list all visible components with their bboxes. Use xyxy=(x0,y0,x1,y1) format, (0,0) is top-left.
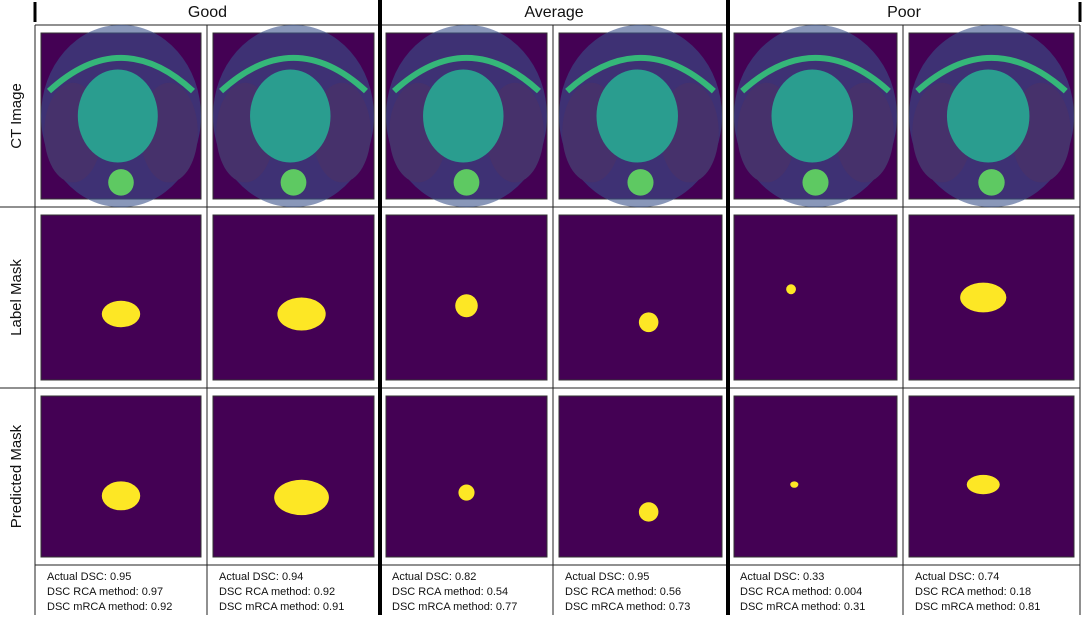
image-background xyxy=(212,214,375,381)
ct-heart xyxy=(423,69,504,163)
ct-spine xyxy=(627,169,654,196)
ct-heart xyxy=(946,69,1030,163)
predicted-mask-blob xyxy=(790,481,799,488)
image-background xyxy=(558,395,723,558)
caption-line: DSC RCA method: 0.54 xyxy=(392,586,508,598)
predicted-mask-blob xyxy=(458,484,475,501)
label-mask-blob xyxy=(638,312,659,333)
caption-line: DSC RCA method: 0.92 xyxy=(219,586,335,598)
image-background xyxy=(558,214,723,381)
ct-heart xyxy=(250,69,331,163)
caption-line: Actual DSC: 0.94 xyxy=(219,571,303,583)
caption-line: Actual DSC: 0.82 xyxy=(392,571,476,583)
ct-ribcage xyxy=(219,54,368,94)
caption-line: DSC mRCA method: 0.73 xyxy=(565,601,690,613)
image-background xyxy=(385,395,548,558)
caption-line: DSC mRCA method: 0.92 xyxy=(47,601,172,613)
ct-ribcage xyxy=(46,54,196,94)
ct-heart xyxy=(596,69,678,163)
caption-line: DSC RCA method: 0.56 xyxy=(565,586,681,598)
ct-heart xyxy=(771,69,853,163)
ct-ribcage xyxy=(392,54,541,94)
ct-ribcage xyxy=(915,54,1068,94)
predicted-mask-blob xyxy=(101,481,141,511)
ct-spine xyxy=(280,169,307,196)
caption-line: DSC mRCA method: 0.81 xyxy=(915,601,1040,613)
image-background xyxy=(733,395,898,558)
caption-line: DSC mRCA method: 0.91 xyxy=(219,601,344,613)
caption-line: DSC mRCA method: 0.77 xyxy=(392,601,517,613)
ct-spine xyxy=(453,169,480,196)
caption-line: Actual DSC: 0.95 xyxy=(47,571,131,583)
label-mask-blob xyxy=(960,282,1007,313)
ct-spine xyxy=(978,169,1005,196)
row-label: CT Image xyxy=(8,83,25,149)
ct-heart xyxy=(77,69,158,163)
label-mask-blob xyxy=(101,300,141,328)
image-background xyxy=(212,395,375,558)
ct-spine xyxy=(108,169,134,196)
ct-spine xyxy=(802,169,829,196)
caption-line: DSC RCA method: 0.18 xyxy=(915,586,1031,598)
predicted-mask-blob xyxy=(274,479,329,516)
row-label: Predicted Mask xyxy=(8,424,25,528)
caption-line: Actual DSC: 0.33 xyxy=(740,571,824,583)
caption-line: Actual DSC: 0.74 xyxy=(915,571,999,583)
caption-line: DSC RCA method: 0.97 xyxy=(47,586,163,598)
caption-line: Actual DSC: 0.95 xyxy=(565,571,649,583)
label-mask-blob xyxy=(277,297,326,331)
caption-line: DSC RCA method: 0.004 xyxy=(740,586,862,598)
group-header: Good xyxy=(188,4,227,21)
image-background xyxy=(733,214,898,381)
group-header: Poor xyxy=(887,4,921,21)
label-mask-blob xyxy=(455,294,478,318)
ct-ribcage xyxy=(740,54,891,94)
row-label: Label Mask xyxy=(8,259,25,336)
image-background xyxy=(40,214,202,381)
group-header: Average xyxy=(524,4,583,21)
caption-line: DSC mRCA method: 0.31 xyxy=(740,601,865,613)
label-mask-blob xyxy=(786,284,796,295)
ct-ribcage xyxy=(565,54,716,94)
predicted-mask-blob xyxy=(638,502,659,522)
image-background xyxy=(40,395,202,558)
predicted-mask-blob xyxy=(966,474,1000,495)
